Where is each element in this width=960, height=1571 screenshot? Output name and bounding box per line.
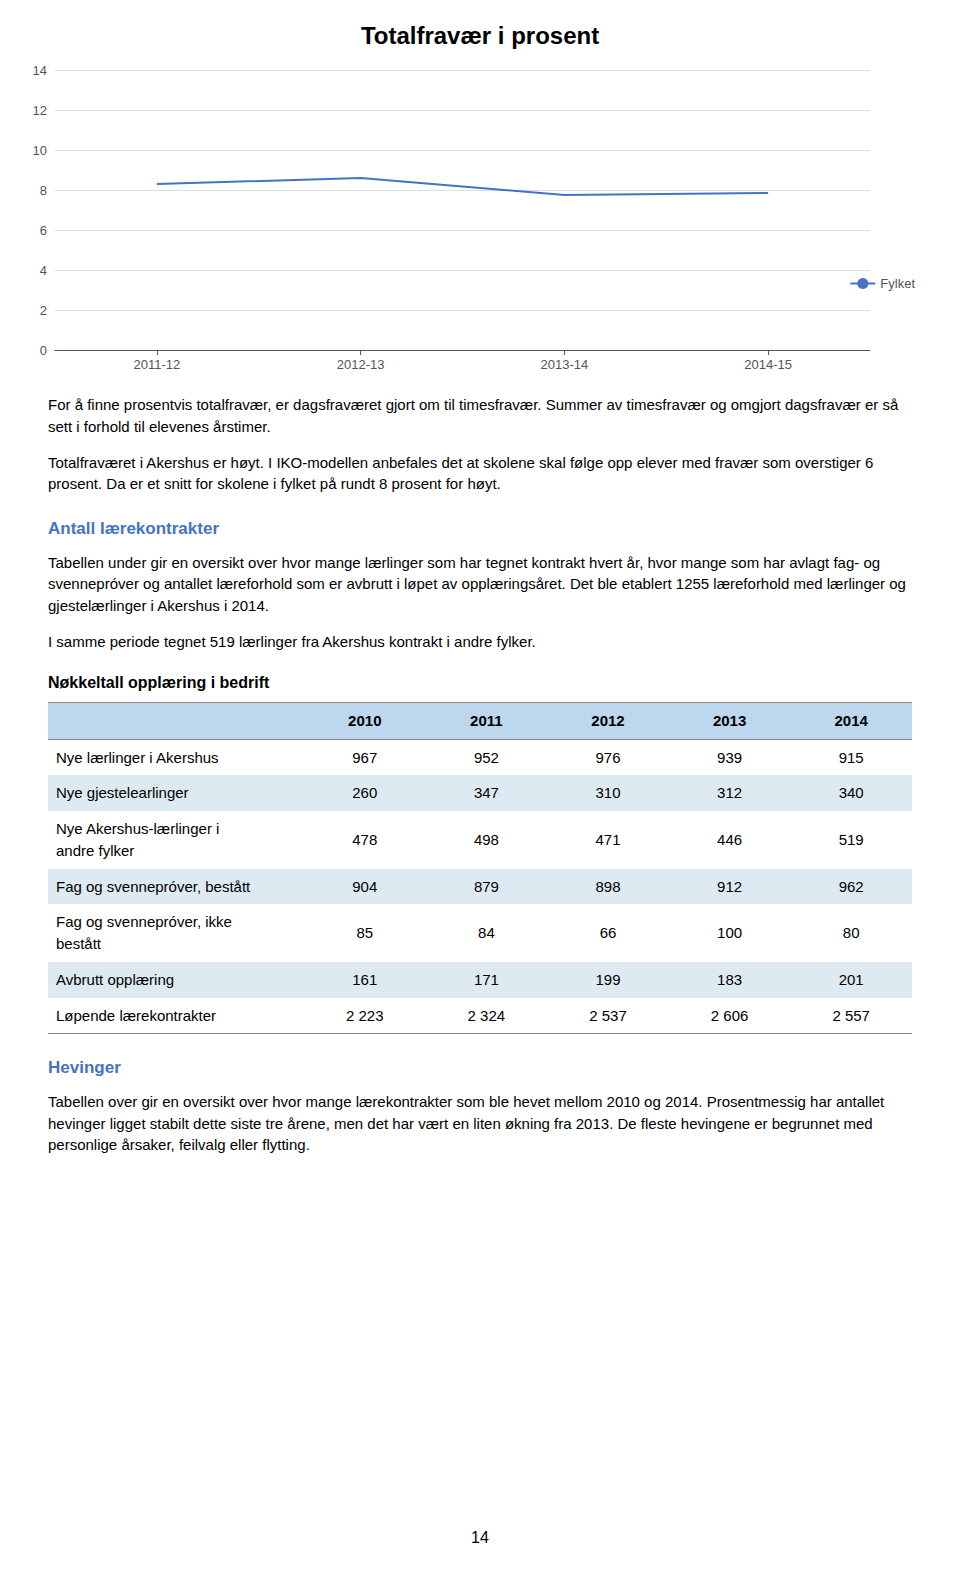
html-text:Avbrutt opplæring: Avbrutt opplæring <box>56 970 175 988</box>
html-text:84: 84 <box>478 924 495 942</box>
html-text:Antall lærekontrakter: Antall lærekontrakter <box>48 519 219 538</box>
html-text:347: 347 <box>473 784 499 802</box>
html-text:904: 904 <box>352 877 378 895</box>
html-text:2 324: 2 324 <box>467 1006 506 1024</box>
html-text:Nye gjestelearlinger: Nye gjestelearlinger <box>56 784 189 802</box>
html-text:161: 161 <box>352 970 378 988</box>
html-text:471: 471 <box>595 831 621 848</box>
html-text:912: 912 <box>717 877 743 895</box>
html-text:Tabellen over gir en oversikt: Tabellen over gir en oversikt over hvor … <box>48 1093 885 1154</box>
html-text:199: 199 <box>595 970 621 988</box>
html-text:2 557: 2 557 <box>832 1006 870 1024</box>
html-text:Nye Akershus-lærlinger i andre: Nye Akershus-lærlinger i andre fylker <box>56 820 220 859</box>
html-text:66: 66 <box>599 924 617 942</box>
svg-text:2013-14: 2013-14 <box>541 357 589 372</box>
svg-text:2: 2 <box>40 303 47 318</box>
html-text:312: 312 <box>717 784 743 802</box>
html-text:2 537: 2 537 <box>589 1006 627 1024</box>
html-text:201: 201 <box>838 970 864 988</box>
html-text:For å finne prosentvis totalfr: For å finne prosentvis totalfravær, er d… <box>48 396 899 435</box>
html-text:2 223: 2 223 <box>346 1006 384 1024</box>
html-text:260: 260 <box>352 784 378 802</box>
svg-text:12: 12 <box>33 103 47 118</box>
svg-text:14: 14 <box>33 63 47 78</box>
html-text:100: 100 <box>717 924 743 942</box>
html-text:2014: 2014 <box>834 711 868 729</box>
html-text:976: 976 <box>595 748 621 766</box>
svg-text:2014-15: 2014-15 <box>744 357 792 372</box>
svg-text:0: 0 <box>40 343 47 358</box>
html-text:2 606: 2 606 <box>710 1006 749 1024</box>
html-text:183: 183 <box>717 970 743 988</box>
html-text:Tabellen under gir en oversikt: Tabellen under gir en oversikt over hvor… <box>48 553 906 615</box>
html-text:962: 962 <box>838 877 864 895</box>
html-text:Nøkkeltall opplæring i bedrift: Nøkkeltall opplæring i bedrift <box>48 673 270 691</box>
html-text:340: 340 <box>838 784 864 802</box>
html-text:Løpende lærekontrakter: Løpende lærekontrakter <box>56 1006 217 1024</box>
svg-text:2011-12: 2011-12 <box>134 357 181 372</box>
html-text:Fag og svennepróver, ikke best: Fag og svennepróver, ikke bestått <box>56 913 232 953</box>
svg-text:8: 8 <box>40 183 47 198</box>
html-text:2013: 2013 <box>712 711 747 729</box>
html-text:Hevinger: Hevinger <box>48 1058 121 1078</box>
html-text:80: 80 <box>842 924 860 942</box>
html-text:446: 446 <box>717 831 743 848</box>
html-text:Nye lærlinger i Akershus: Nye lærlinger i Akershus <box>56 748 219 766</box>
html-text:310: 310 <box>595 784 621 802</box>
html-text:898: 898 <box>595 877 621 895</box>
html-text:478: 478 <box>352 831 378 848</box>
html-text:879: 879 <box>473 877 499 895</box>
html-text:2011: 2011 <box>470 711 503 729</box>
html-text:Fag og svennepróver, bestått: Fag og svennepróver, bestått <box>56 877 251 895</box>
html-text:2010: 2010 <box>348 711 382 729</box>
html-text:171: 171 <box>473 970 499 988</box>
svg-text:Fylket: Fylket <box>880 276 915 291</box>
svg-text:2012-13: 2012-13 <box>337 357 385 372</box>
html-text:498: 498 <box>473 831 499 848</box>
html-text:I samme periode tegnet 519 lær: I samme periode tegnet 519 lærlinger fra… <box>48 632 536 650</box>
svg-text:4: 4 <box>40 263 47 278</box>
html-text:85: 85 <box>356 924 374 942</box>
html-text:14: 14 <box>471 1529 489 1546</box>
html-text:2012: 2012 <box>591 711 625 729</box>
html-text:519: 519 <box>838 831 864 848</box>
html-text:952: 952 <box>473 748 499 766</box>
svg-text:Totalfravær i prosent: Totalfravær i prosent <box>361 22 599 49</box>
svg-text:6: 6 <box>40 223 47 238</box>
svg-text:10: 10 <box>33 143 47 158</box>
html-text:939: 939 <box>717 748 743 766</box>
html-text:915: 915 <box>838 748 864 766</box>
html-text:967: 967 <box>352 748 378 766</box>
html-text:Totalfraværet i Akershus er hø: Totalfraværet i Akershus er høyt. I IKO-… <box>48 453 874 493</box>
